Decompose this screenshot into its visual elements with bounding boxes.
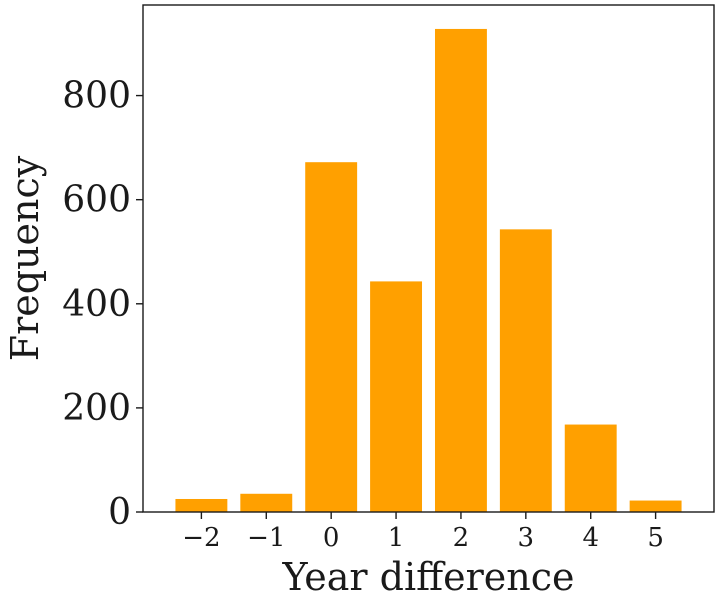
- x-tick-label: −2: [182, 523, 220, 553]
- bar-5: [499, 229, 552, 512]
- bar-6: [564, 424, 617, 512]
- y-axis-title: Frequency: [3, 155, 47, 361]
- x-tick-label: −1: [247, 523, 285, 553]
- x-tick-label: 1: [388, 523, 405, 553]
- bars-layer: [175, 28, 682, 512]
- x-tick-label: 3: [518, 523, 535, 553]
- y-tick-label: 200: [62, 388, 131, 429]
- bar-1: [240, 493, 293, 512]
- bar-4: [434, 28, 487, 512]
- x-axis: −2 −1 0 1 2 3 4 5: [182, 512, 664, 553]
- y-tick-label: 800: [62, 76, 131, 117]
- plot-frame: [142, 4, 715, 513]
- bar-7: [629, 500, 682, 512]
- y-tick-label: 400: [62, 284, 131, 325]
- x-tick-label: 4: [582, 523, 599, 553]
- x-tick-label: 0: [323, 523, 340, 553]
- x-tick-label: 2: [453, 523, 470, 553]
- x-tick-label: 5: [647, 523, 664, 553]
- y-tick-label: 0: [108, 492, 131, 533]
- bar-2: [305, 162, 358, 512]
- y-tick-label: 600: [62, 180, 131, 221]
- bar-3: [370, 281, 423, 512]
- y-axis: 0 200 400 600 800: [62, 76, 143, 533]
- x-axis-title: Year difference: [281, 555, 574, 599]
- bar-0: [175, 498, 228, 512]
